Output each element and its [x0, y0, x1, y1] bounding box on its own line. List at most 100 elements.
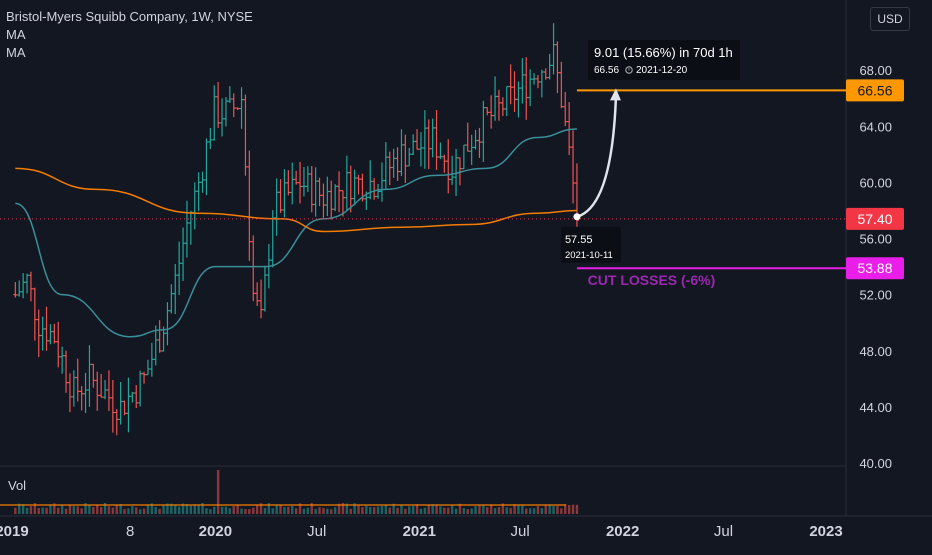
- volume-bar: [49, 504, 52, 514]
- volume-bar: [216, 470, 220, 514]
- ohlc-bar: [223, 97, 228, 127]
- ohlc-bar: [309, 166, 314, 213]
- ohlc-bar: [305, 166, 310, 192]
- ohlc-bar: [383, 142, 388, 189]
- clock-icon: [625, 66, 633, 74]
- ohlc-bar: [134, 385, 139, 409]
- currency-button[interactable]: USD: [870, 7, 910, 31]
- ohlc-bar: [539, 69, 544, 98]
- volume-bar: [447, 507, 450, 514]
- volume-bar: [244, 509, 247, 514]
- volume-bar: [337, 503, 341, 514]
- y-tick-label: 48.00: [859, 344, 892, 359]
- ohlc-bar: [356, 174, 361, 195]
- ohlc-bar: [13, 282, 18, 298]
- volume-bar: [408, 506, 411, 514]
- volume-bar: [513, 504, 516, 514]
- ohlc-bar: [40, 316, 45, 351]
- ohlc-bar: [149, 342, 154, 377]
- volume-bar: [41, 507, 44, 514]
- ohlc-bar: [547, 53, 552, 80]
- ohlc-bar: [559, 61, 564, 109]
- volume-bar: [138, 509, 142, 514]
- volume-bar: [462, 508, 466, 514]
- ohlc-bar: [56, 321, 61, 368]
- volume-bar: [189, 505, 193, 514]
- ohlc-bar: [216, 81, 221, 129]
- ohlc-bar: [555, 41, 560, 94]
- volume-bar: [353, 503, 356, 514]
- ohlc-bar: [122, 400, 127, 416]
- x-tick-label: 8: [126, 523, 134, 540]
- volume-bar: [556, 505, 559, 514]
- ohlc-bar: [71, 370, 76, 407]
- ohlc-bar: [286, 170, 291, 196]
- volume-bar: [454, 508, 458, 514]
- volume-bar: [228, 508, 232, 514]
- volume-bar: [60, 505, 64, 514]
- ohlc-bar: [512, 71, 517, 112]
- ohlc-bar: [333, 184, 338, 212]
- volume-bar: [174, 504, 177, 514]
- volume-bar: [267, 503, 271, 514]
- volume-bar: [263, 507, 267, 514]
- volume-bar: [84, 503, 87, 514]
- ohlc-bar: [422, 110, 427, 169]
- volume-bar: [181, 503, 185, 514]
- volume-bar: [287, 506, 290, 514]
- ohlc-bar: [493, 76, 498, 121]
- ohlc-bar: [450, 155, 455, 185]
- volume-bar: [310, 503, 313, 514]
- volume-bar: [88, 505, 91, 514]
- volume-bar: [333, 507, 337, 514]
- ohlc-bar: [395, 147, 400, 181]
- ohlc-bar: [321, 183, 326, 218]
- volume-bar: [306, 507, 310, 514]
- ohlc-bar: [32, 287, 37, 341]
- x-tick-label: 2019: [0, 523, 29, 540]
- volume-bar: [369, 507, 372, 514]
- ohlc-bar: [376, 184, 381, 199]
- ohlc-bar: [528, 69, 533, 107]
- ohlc-bar: [543, 68, 548, 80]
- ma-indicator-label-2: MA: [6, 45, 26, 60]
- ohlc-bar: [282, 169, 287, 218]
- ohlc-bar: [165, 302, 170, 346]
- volume-bar: [435, 505, 438, 514]
- ohlc-bar: [430, 118, 435, 158]
- volume-bar: [252, 507, 255, 514]
- volume-bar: [21, 504, 25, 514]
- volume-bar: [64, 508, 68, 514]
- volume-bar: [443, 507, 446, 514]
- volume-bar: [318, 507, 321, 514]
- ohlc-bar: [313, 167, 318, 217]
- ohlc-bar: [532, 73, 537, 85]
- ohlc-bar: [52, 323, 57, 344]
- volume-bar: [560, 508, 563, 514]
- ohlc-bar: [79, 386, 84, 411]
- ohlc-bar: [87, 345, 92, 407]
- volume-bar: [248, 509, 251, 514]
- ohlc-bar: [290, 162, 295, 205]
- ohlc-bar: [200, 171, 205, 193]
- volume-bar: [123, 509, 126, 514]
- volume-bar: [501, 503, 505, 514]
- ohlc-bar: [220, 98, 225, 137]
- x-tick-label: 2021: [403, 523, 436, 540]
- volume-bar: [388, 507, 391, 514]
- volume-bar: [255, 505, 259, 514]
- ohlc-bar: [535, 75, 540, 89]
- volume-bar: [571, 504, 575, 514]
- ohlc-bar: [184, 200, 189, 258]
- ohlc-bar: [520, 58, 525, 104]
- ohlc-bar: [247, 150, 252, 261]
- ohlc-bar: [274, 178, 279, 236]
- ohlc-bar: [118, 381, 123, 425]
- volume-bar: [361, 507, 364, 514]
- volume-bar: [326, 508, 329, 514]
- ohlc-bar: [301, 167, 306, 197]
- volume-bar: [376, 506, 380, 514]
- volume-bar: [57, 507, 60, 514]
